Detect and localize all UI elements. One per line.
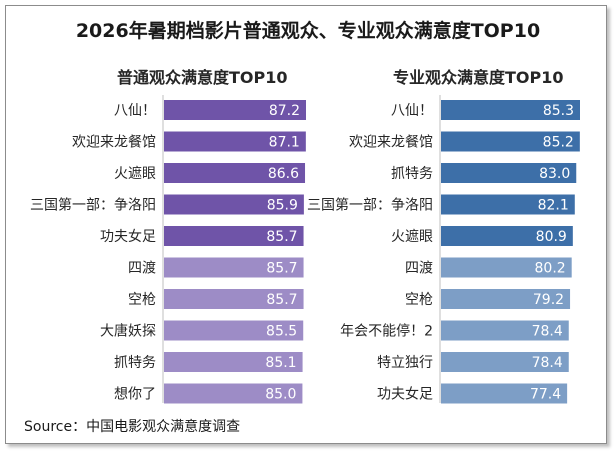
left-bar	[164, 163, 306, 183]
right-bar	[441, 226, 573, 246]
right-bar-value-label: 79.2	[533, 292, 564, 308]
left-bar-value-label: 85.7	[266, 261, 297, 277]
source-note: Source：中国电影观众满意度调查	[24, 419, 241, 435]
left-category-label: 抓特务	[114, 355, 156, 371]
left-bar-value-label: 85.7	[266, 229, 297, 245]
right-category-label: 火遮眼	[391, 229, 433, 245]
right-bar-value-label: 78.4	[532, 324, 563, 340]
right-bar-value-label: 80.2	[535, 261, 566, 277]
right-bar-value-label: 80.9	[536, 229, 567, 245]
left-bar	[164, 194, 304, 215]
left-category-label: 功夫女足	[100, 228, 156, 245]
left-category-label: 火遮眼	[114, 166, 156, 182]
left-bar	[164, 320, 304, 341]
left-bar-value-label: 86.6	[268, 166, 299, 182]
right-panel-title: 专业观众满意度TOP10	[393, 68, 564, 87]
right-bar-value-label: 82.1	[538, 198, 569, 214]
left-bar-value-label: 85.7	[266, 292, 297, 308]
left-bar-value-label: 87.2	[269, 103, 300, 119]
left-bar	[164, 100, 306, 120]
right-bar	[441, 194, 575, 215]
left-bar-chart: 87.2 八仙！ 87.1 欢迎来龙餐馆 86.6 火遮眼 85.9 三国第一部：争洛阳 85.…	[30, 95, 306, 404]
left-bar	[164, 383, 303, 404]
right-bar	[441, 320, 569, 341]
right-bar	[441, 383, 568, 404]
right-category-label: 功夫女足	[377, 386, 433, 403]
right-bar	[441, 100, 580, 120]
right-bar-value-label: 83.0	[539, 166, 570, 182]
left-bar-value-label: 87.1	[269, 135, 300, 151]
left-category-label: 空枪	[128, 291, 156, 308]
right-bar-chart: 85.3 八仙！ 85.2 欢迎来龙餐馆 83.0 抓特务 82.1 三国第一部：争洛阳 80.…	[307, 95, 580, 404]
right-bar-value-label: 85.3	[543, 103, 574, 119]
left-category-label: 八仙！	[114, 103, 156, 119]
right-category-label: 八仙！	[391, 103, 433, 119]
left-category-label: 欢迎来龙餐馆	[72, 135, 156, 151]
left-category-label: 想你了	[114, 387, 156, 403]
left-bar	[164, 226, 304, 246]
right-category-label: 年会不能停！2	[340, 323, 433, 340]
chart-title: 2026年暑期档影片普通观众、专业观众满意度TOP10	[75, 20, 541, 42]
right-bar	[441, 257, 572, 278]
right-category-label: 欢迎来龙餐馆	[349, 135, 433, 151]
left-bar	[164, 352, 303, 372]
right-bar	[441, 131, 580, 152]
right-bar-value-label: 78.4	[532, 355, 563, 371]
right-bar	[441, 163, 577, 183]
right-bar	[441, 289, 571, 309]
right-category-label: 抓特务	[391, 166, 433, 182]
right-category-label: 特立独行	[377, 355, 433, 371]
right-bar-value-label: 85.2	[543, 135, 574, 151]
left-category-label: 四渡	[128, 261, 156, 277]
right-bar	[441, 352, 569, 372]
left-panel-title: 普通观众满意度TOP10	[117, 68, 288, 87]
left-bar-value-label: 85.0	[265, 387, 296, 403]
left-category-label: 三国第一部：争洛阳	[30, 197, 156, 214]
left-category-label: 大唐妖探	[100, 323, 156, 340]
left-bar	[164, 131, 306, 152]
right-category-label: 空枪	[405, 291, 433, 308]
left-bar-value-label: 85.5	[266, 324, 297, 340]
right-category-label: 四渡	[405, 261, 433, 277]
left-bar	[164, 289, 304, 309]
right-category-label: 三国第一部：争洛阳	[307, 197, 433, 214]
left-bar-value-label: 85.9	[267, 198, 298, 214]
right-bar-value-label: 77.4	[530, 387, 561, 403]
left-bar	[164, 257, 304, 278]
left-bar-value-label: 85.1	[265, 355, 296, 371]
